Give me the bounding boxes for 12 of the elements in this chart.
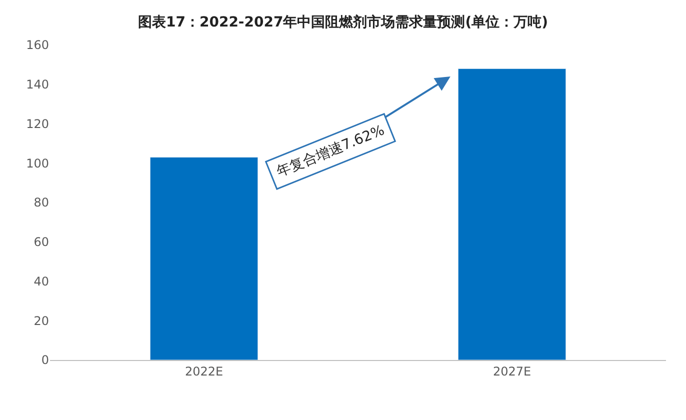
x-tick-label: 2022E — [184, 364, 224, 378]
y-tick-label: 80 — [34, 196, 49, 210]
y-tick-label: 140 — [26, 78, 49, 92]
y-tick-label: 60 — [34, 235, 49, 250]
y-tick-label: 20 — [34, 314, 49, 328]
y-tick-label: 100 — [26, 156, 49, 170]
y-tick-label: 160 — [26, 38, 49, 52]
y-tick-label: 120 — [26, 116, 49, 131]
x-tick-label: 2027E — [492, 364, 532, 378]
y-tick-label: 40 — [34, 274, 49, 288]
y-tick-label: 0 — [41, 353, 49, 368]
chart-title: 图表17：2022-2027年中国阻燃剂市场需求量预测(单位：万吨) — [138, 14, 548, 31]
